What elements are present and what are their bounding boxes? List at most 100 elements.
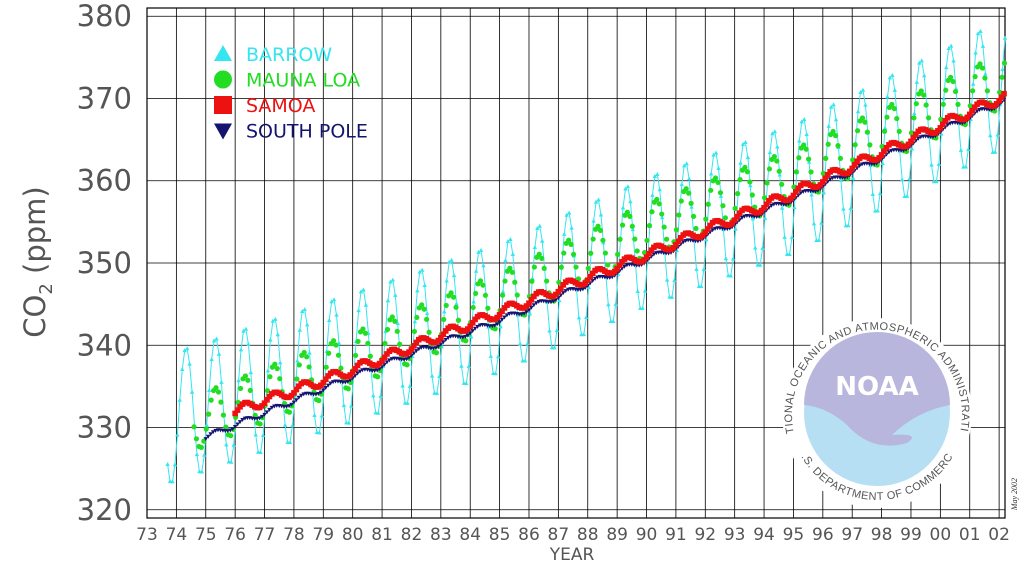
data-point <box>232 410 238 417</box>
data-point <box>597 227 604 233</box>
data-point <box>385 298 391 303</box>
data-point <box>748 183 753 188</box>
data-point <box>926 115 932 121</box>
data-point <box>287 440 293 445</box>
data-point <box>683 238 688 243</box>
data-point <box>760 245 765 250</box>
data-point <box>742 214 747 219</box>
data-point <box>507 312 512 317</box>
data-point <box>958 147 964 152</box>
data-point <box>424 316 430 322</box>
data-point <box>833 117 839 122</box>
data-point <box>676 212 682 218</box>
data-point <box>524 310 529 315</box>
data-point <box>426 329 432 335</box>
data-point <box>943 87 949 93</box>
data-point <box>521 311 527 316</box>
data-point <box>905 141 912 148</box>
data-point <box>804 131 809 136</box>
data-point <box>371 393 376 398</box>
data-point <box>877 191 883 196</box>
data-point <box>264 410 270 415</box>
data-point <box>831 102 836 107</box>
y-axis-title-text: CO2 (ppm) <box>18 186 57 337</box>
data-point <box>570 251 577 257</box>
data-point <box>620 205 626 210</box>
data-point <box>643 254 650 260</box>
data-point <box>277 376 283 382</box>
data-point <box>503 258 508 263</box>
data-point <box>772 129 778 134</box>
data-point <box>826 123 831 128</box>
data-point <box>526 308 532 313</box>
data-point <box>242 416 248 421</box>
data-point <box>568 241 574 247</box>
data-point <box>978 28 983 33</box>
data-point <box>745 155 751 160</box>
data-point <box>301 392 306 397</box>
data-point <box>261 400 268 406</box>
data-point <box>889 148 894 153</box>
data-point <box>641 257 647 263</box>
data-point <box>284 404 289 409</box>
data-point <box>562 231 567 236</box>
data-point <box>917 60 922 65</box>
data-point <box>946 45 951 50</box>
data-point <box>913 101 919 107</box>
data-point <box>527 311 533 316</box>
data-point <box>318 390 324 395</box>
data-point <box>536 299 541 304</box>
data-point <box>206 411 212 417</box>
data-point <box>411 328 417 335</box>
data-point <box>970 88 976 94</box>
data-point <box>499 317 505 322</box>
data-point <box>972 74 978 80</box>
data-point <box>629 223 635 229</box>
data-point <box>817 182 824 188</box>
data-point <box>632 236 638 242</box>
data-point <box>872 162 877 167</box>
data-point <box>613 301 618 306</box>
data-point <box>761 195 768 201</box>
data-point <box>885 94 890 99</box>
data-point <box>894 115 900 122</box>
data-point <box>782 234 787 239</box>
data-point <box>775 144 780 149</box>
data-point <box>331 297 337 302</box>
data-point <box>863 102 868 107</box>
data-point <box>372 369 377 374</box>
data-point <box>273 316 278 321</box>
data-point <box>323 386 328 391</box>
data-point <box>535 225 540 230</box>
data-point <box>505 239 511 244</box>
x-tick-label: 84 <box>459 525 481 545</box>
data-point <box>899 177 905 182</box>
data-point <box>504 313 510 318</box>
data-point <box>595 223 601 229</box>
data-point <box>749 192 755 198</box>
data-point <box>554 328 560 333</box>
data-point <box>881 128 888 134</box>
y-tick-label: 350 <box>77 246 132 280</box>
x-tick-label: 92 <box>694 525 716 545</box>
data-point <box>827 177 833 182</box>
data-point <box>194 452 200 457</box>
data-point <box>404 362 410 368</box>
data-point <box>531 303 537 308</box>
data-point <box>379 357 385 364</box>
data-point <box>657 187 662 192</box>
data-point <box>313 392 319 397</box>
data-point <box>499 308 505 315</box>
data-point <box>267 407 272 412</box>
data-point <box>586 284 591 289</box>
data-point <box>975 31 981 36</box>
data-point <box>789 235 795 240</box>
data-point <box>519 312 524 317</box>
data-point <box>717 190 724 196</box>
data-point <box>375 374 381 380</box>
data-point <box>564 212 569 217</box>
data-point <box>531 264 537 270</box>
data-point <box>237 385 244 392</box>
data-point <box>517 341 523 346</box>
data-point <box>948 74 954 80</box>
